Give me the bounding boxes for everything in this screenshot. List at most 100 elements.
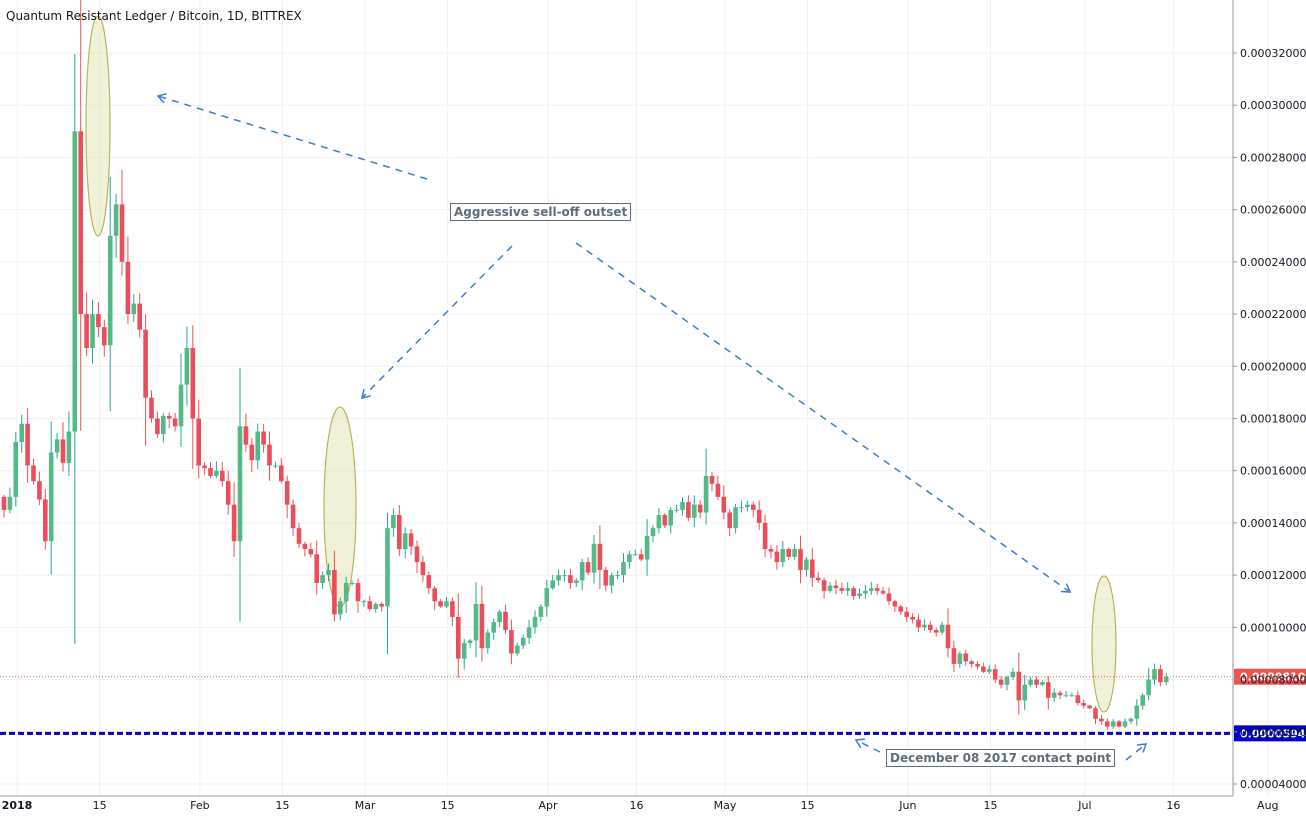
candle-body (762, 522, 768, 550)
candle-body (880, 590, 886, 594)
support-price-label: 0.00005940 (1240, 727, 1306, 740)
candle-body (703, 475, 709, 513)
candle-body (1010, 671, 1016, 677)
candle-body (857, 593, 862, 597)
candle-body (279, 465, 284, 482)
candle-body (686, 502, 691, 518)
candle-body (556, 575, 561, 581)
candle-body (627, 554, 632, 563)
x-tick-label: 2018 (2, 799, 33, 812)
candle-body (668, 509, 673, 526)
candle-body (326, 569, 331, 576)
candle-body (821, 580, 827, 591)
candle-body (739, 507, 744, 509)
y-tick-label: 0.00022000 (1240, 308, 1306, 321)
y-tick-label: 0.00014000 (1240, 517, 1306, 530)
candle-body (284, 481, 290, 505)
candle-body (308, 549, 314, 555)
candle-body (166, 415, 172, 419)
candle-body (379, 603, 384, 607)
x-tick-label: 15 (276, 799, 290, 812)
y-tick-label: 0.00006000 (1240, 726, 1306, 739)
candle-body (898, 606, 904, 612)
candle-body (633, 554, 638, 556)
x-tick-label: 15 (984, 799, 998, 812)
candle-body (60, 439, 66, 463)
candle-body (1116, 721, 1122, 727)
candle-body (810, 559, 815, 578)
candle-body (886, 593, 892, 602)
candle-body (37, 481, 42, 500)
candle-body (1164, 676, 1169, 683)
candle-body (1069, 695, 1075, 697)
x-tick-label: Jun (898, 799, 916, 812)
candle-body (243, 426, 249, 445)
candle-body (928, 624, 933, 630)
candle-body (987, 669, 992, 672)
candle-body (361, 601, 367, 603)
x-tick-label: 16 (630, 799, 644, 812)
candle-body (780, 549, 786, 563)
candle-body (131, 303, 137, 315)
candle-body (31, 465, 36, 482)
candle-body (414, 546, 420, 563)
candle-body (957, 653, 963, 664)
highlight-ellipses (85, 15, 1117, 713)
last-price-tag (1234, 668, 1306, 685)
annotation-arrow (856, 740, 881, 753)
support-price-tag (1234, 725, 1306, 742)
candle-body (515, 645, 520, 654)
candle-body (1081, 703, 1086, 706)
candle-body (1140, 695, 1145, 706)
candle-body (102, 327, 107, 346)
annotation-arrows (158, 96, 1146, 761)
time-axis[interactable]: 2018 15 Feb 15 Mar 15 Apr 16 May 15 Jun 15 Jul 16 Aug (0, 795, 1279, 812)
candle-body (314, 554, 319, 583)
candle-body (692, 504, 697, 518)
candle-body (839, 588, 845, 591)
last-price-label: 0.00008109 (1240, 671, 1306, 684)
candle-body (155, 418, 160, 435)
candle-body (208, 468, 213, 476)
y-tick-label: 0.00024000 (1240, 256, 1306, 269)
contact-point-label: December 08 2017 contact point (886, 749, 1116, 767)
candle-body (981, 666, 986, 672)
candle-body (680, 502, 685, 510)
candle-body (603, 569, 609, 586)
candle-body (450, 601, 455, 617)
candle-body (1122, 721, 1128, 727)
candle-body (343, 582, 349, 602)
candle-body (1099, 718, 1104, 722)
candle-body (355, 582, 361, 602)
candle-body (1057, 692, 1063, 696)
candle-body (7, 496, 13, 510)
candle-body (721, 496, 727, 513)
candle-body (202, 465, 207, 469)
candle-body (568, 575, 573, 583)
candle-body (473, 603, 479, 641)
x-tick-label: Mar (355, 799, 376, 812)
candle-body (756, 509, 762, 523)
candle-body (503, 611, 508, 630)
y-tick-label: 0.00012000 (1240, 569, 1306, 582)
x-tick-label: 15 (441, 799, 455, 812)
highlight-ellipse (85, 15, 111, 237)
candle-body (1, 496, 7, 510)
candle-body (751, 504, 756, 510)
candle-body (1128, 718, 1134, 722)
candle-body (815, 577, 821, 581)
candle-body (922, 624, 927, 628)
candle-body (863, 590, 868, 594)
candle-body (574, 580, 579, 583)
candle-body (178, 384, 184, 427)
candle-body (662, 515, 668, 526)
candle-body (190, 348, 196, 419)
candle-body (638, 554, 644, 560)
highlight-ellipse (1091, 575, 1117, 713)
x-tick-label: May (714, 799, 737, 812)
candle-body (1158, 669, 1163, 683)
price-axis[interactable]: 0.00004000 0.00006000 0.00008000 0.00010000… (1232, 0, 1306, 796)
candle-body (609, 575, 614, 586)
candle-body (184, 348, 190, 385)
